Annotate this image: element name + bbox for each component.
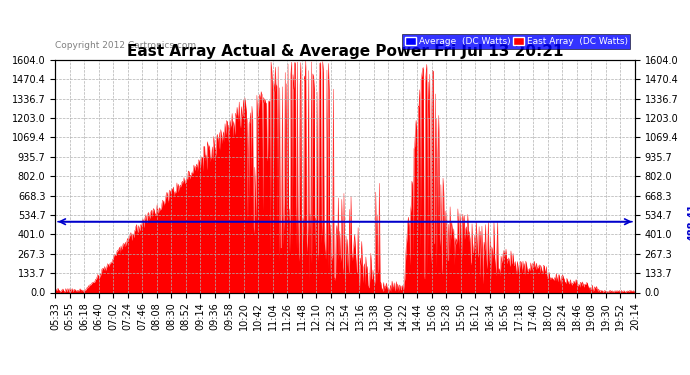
Title: East Array Actual & Average Power Fri Jul 13 20:21: East Array Actual & Average Power Fri Ju… [127,44,563,59]
Legend: Average  (DC Watts), East Array  (DC Watts): Average (DC Watts), East Array (DC Watts… [402,34,630,49]
Text: Copyright 2012 Cartronics.com: Copyright 2012 Cartronics.com [55,41,197,50]
Text: 488.41: 488.41 [687,203,690,241]
Text: 488.41: 488.41 [0,203,3,241]
